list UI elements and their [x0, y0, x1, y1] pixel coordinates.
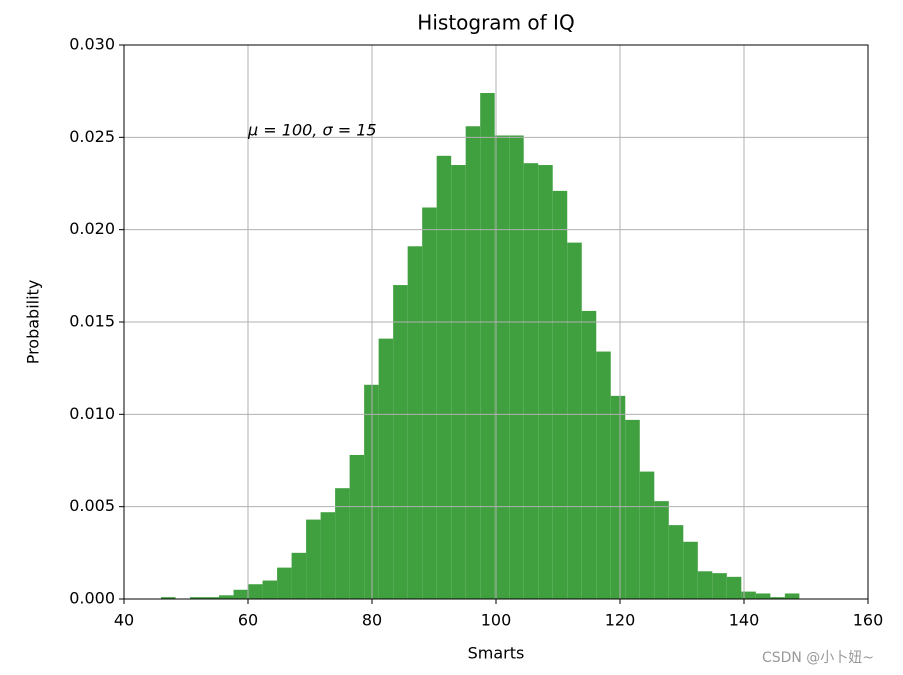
- plot-frame: [123, 44, 869, 600]
- bar: [335, 488, 350, 599]
- bar: [364, 384, 379, 599]
- x-axis-label: Smarts: [468, 644, 525, 663]
- y-tick-label: 0.015: [69, 312, 115, 331]
- watermark: CSDN @小卜妞~: [762, 650, 874, 666]
- y-tick-label: 0.010: [69, 404, 115, 423]
- bar: [538, 165, 553, 600]
- bar: [770, 597, 785, 599]
- bar: [784, 593, 800, 599]
- bar: [306, 519, 321, 599]
- bar: [451, 165, 466, 600]
- bar: [161, 597, 176, 599]
- x-tick-label: 40: [114, 611, 134, 630]
- bar: [610, 395, 626, 599]
- x-tick-label: 100: [481, 611, 512, 630]
- annotation: μ = 100, σ = 15: [247, 121, 377, 140]
- x-tick-label: 120: [605, 611, 636, 630]
- bar: [480, 93, 495, 599]
- bar: [712, 573, 727, 599]
- y-tick-label: 0.020: [69, 219, 115, 238]
- chart-title: Histogram of IQ: [417, 11, 574, 35]
- bar: [683, 541, 698, 599]
- x-tick-label: 60: [238, 611, 258, 630]
- bar: [248, 584, 263, 599]
- bar: [291, 552, 307, 599]
- bar: [407, 246, 423, 599]
- bar: [393, 285, 408, 599]
- y-tick-label: 0.005: [69, 496, 115, 515]
- bar: [668, 525, 684, 599]
- bar: [204, 597, 220, 599]
- bar: [190, 597, 205, 599]
- bar: [639, 471, 655, 599]
- x-tick-label: 160: [853, 611, 884, 630]
- bar: [233, 589, 249, 599]
- y-tick-label: 0.030: [69, 35, 115, 54]
- y-tick-label: 0.000: [69, 589, 115, 608]
- bar: [494, 135, 510, 599]
- x-tick-label: 140: [729, 611, 760, 630]
- bar: [378, 338, 394, 599]
- bar: [697, 571, 713, 599]
- bar: [219, 595, 234, 599]
- bar: [465, 126, 481, 600]
- y-axis-label: Probability: [24, 280, 43, 365]
- bar: [436, 155, 452, 600]
- bar: [654, 501, 669, 599]
- bar: [422, 207, 437, 600]
- bar: [755, 593, 771, 599]
- bar: [523, 163, 539, 600]
- bar: [509, 135, 524, 599]
- bar: [567, 242, 582, 600]
- bar: [349, 454, 365, 599]
- bar: [741, 591, 756, 599]
- bar: [277, 567, 292, 599]
- bar: [262, 580, 278, 599]
- y-tick-label: 0.025: [69, 127, 115, 146]
- bar: [320, 512, 336, 599]
- bar: [581, 310, 597, 599]
- bar: [552, 190, 568, 600]
- bar: [726, 576, 742, 599]
- x-tick-label: 80: [362, 611, 382, 630]
- bar: [625, 419, 640, 599]
- bar: [596, 351, 611, 599]
